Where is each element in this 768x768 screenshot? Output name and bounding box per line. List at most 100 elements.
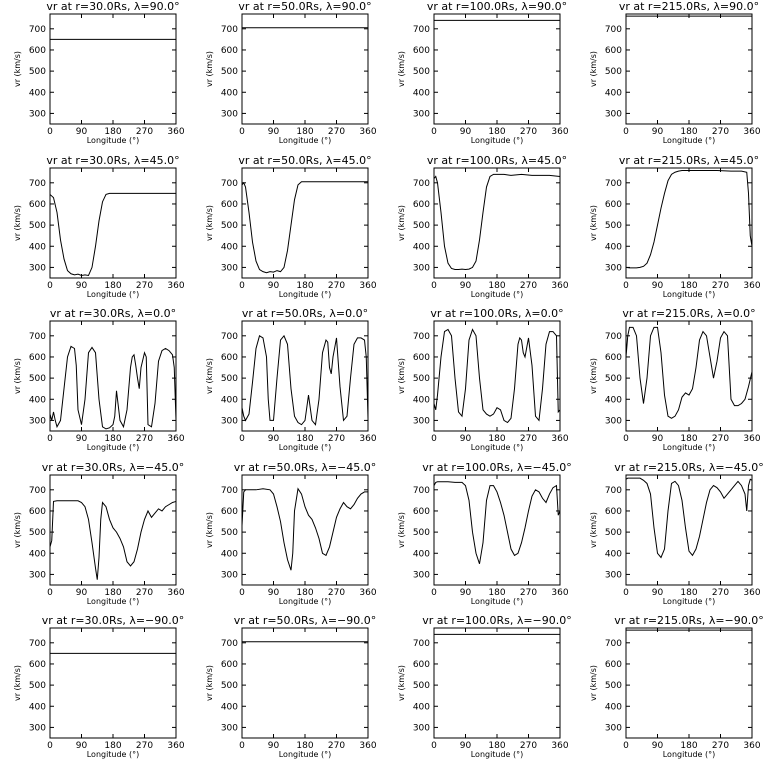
- y-tick-label: 300: [413, 724, 430, 734]
- x-tick-label: 270: [328, 588, 345, 598]
- chart-title: vr at r=100.0Rs, λ=90.0°: [427, 0, 567, 13]
- x-tick-label: 0: [239, 588, 245, 598]
- y-tick-label: 500: [413, 221, 430, 231]
- y-tick-label: 700: [413, 178, 430, 188]
- y-tick-label: 400: [605, 549, 622, 559]
- x-tick-label: 270: [712, 434, 729, 444]
- chart-title: vr at r=50.0Rs, λ=45.0°: [238, 154, 371, 167]
- y-tick-label: 500: [413, 682, 430, 692]
- y-tick-label: 600: [221, 507, 238, 517]
- x-tick-label: 90: [76, 434, 88, 444]
- y-tick-label: 300: [221, 263, 238, 273]
- chart-panel: vr at r=100.0Rs, λ=−45.0° 0 90 180 270 360 300…: [397, 461, 572, 606]
- y-tick-label: 600: [605, 507, 622, 517]
- x-tick-label: 0: [623, 741, 629, 751]
- x-axis-label: Longitude (°): [87, 443, 139, 452]
- y-axis-label: vr (km/s): [589, 358, 598, 394]
- y-tick-label: 500: [605, 528, 622, 538]
- y-tick-label: 600: [605, 46, 622, 56]
- y-tick-label: 300: [605, 417, 622, 427]
- y-tick-label: 400: [413, 242, 430, 252]
- y-tick-label: 300: [605, 570, 622, 580]
- y-tick-label: 500: [221, 67, 238, 77]
- x-tick-label: 360: [359, 741, 376, 751]
- x-tick-label: 0: [623, 434, 629, 444]
- y-axis-label: vr (km/s): [205, 51, 214, 87]
- plot-frame: [241, 474, 369, 586]
- y-tick-label: 600: [413, 46, 430, 56]
- chart-title: vr at r=30.0Rs, λ=−45.0°: [42, 461, 184, 474]
- y-tick-label: 700: [221, 639, 238, 649]
- series-line: [625, 477, 753, 559]
- x-axis-label: Longitude (°): [87, 290, 139, 299]
- y-tick-label: 700: [221, 486, 238, 496]
- x-tick-label: 180: [104, 741, 121, 751]
- x-tick-label: 180: [104, 281, 121, 291]
- series-line: [241, 487, 368, 571]
- y-tick-label: 400: [29, 88, 46, 98]
- chart-title: vr at r=100.0Rs, λ=−90.0°: [422, 614, 571, 627]
- x-tick-label: 180: [488, 588, 505, 598]
- y-axis-label: vr (km/s): [205, 665, 214, 701]
- x-tick-label: 180: [296, 127, 313, 137]
- x-tick-label: 270: [328, 127, 345, 137]
- x-tick-label: 270: [328, 434, 345, 444]
- y-tick-label: 400: [221, 242, 238, 252]
- y-tick-label: 600: [221, 660, 238, 670]
- y-tick-label: 700: [221, 332, 238, 342]
- chart-title: vr at r=215.0Rs, λ=0.0°: [622, 307, 755, 320]
- series-line: [241, 180, 368, 273]
- x-tick-label: 0: [239, 127, 245, 137]
- x-tick-label: 180: [296, 281, 313, 291]
- x-tick-label: 360: [359, 127, 376, 137]
- y-tick-label: 300: [29, 570, 46, 580]
- y-tick-label: 300: [605, 263, 622, 273]
- y-tick-label: 400: [221, 395, 238, 405]
- plot-frame: [433, 320, 561, 432]
- x-tick-label: 270: [136, 434, 153, 444]
- x-tick-label: 360: [551, 127, 568, 137]
- y-axis-label: vr (km/s): [397, 512, 406, 548]
- chart-panel: vr at r=215.0Rs, λ=45.0° 0 90 180 270 360 300 4…: [589, 154, 761, 299]
- y-tick-label: 700: [29, 178, 46, 188]
- x-tick-label: 0: [431, 281, 437, 291]
- plot-frame: [241, 627, 369, 739]
- y-tick-label: 300: [413, 570, 430, 580]
- y-tick-label: 500: [413, 528, 430, 538]
- y-tick-label: 500: [221, 221, 238, 231]
- plot-frame: [433, 627, 561, 739]
- x-tick-label: 360: [551, 741, 568, 751]
- plot-frame: [625, 167, 753, 279]
- chart-panel: vr at r=100.0Rs, λ=90.0° 0 90 180 270 360 300 4…: [397, 0, 569, 145]
- x-tick-label: 180: [680, 434, 697, 444]
- y-tick-label: 700: [413, 332, 430, 342]
- y-tick-label: 500: [29, 682, 46, 692]
- y-axis-label: vr (km/s): [397, 358, 406, 394]
- y-tick-label: 400: [29, 549, 46, 559]
- plot-frame: [49, 320, 177, 432]
- x-tick-label: 360: [359, 434, 376, 444]
- x-tick-label: 0: [47, 434, 53, 444]
- chart-panel: vr at r=100.0Rs, λ=−90.0° 0 90 180 270 360 300…: [397, 614, 572, 759]
- y-axis-label: vr (km/s): [13, 205, 22, 241]
- x-tick-label: 270: [136, 281, 153, 291]
- x-tick-label: 0: [239, 434, 245, 444]
- y-tick-label: 500: [605, 682, 622, 692]
- y-axis-label: vr (km/s): [589, 512, 598, 548]
- chart-title: vr at r=100.0Rs, λ=−45.0°: [422, 461, 571, 474]
- chart-panel: vr at r=30.0Rs, λ=−45.0° 0 90 180 270 360 300 4…: [13, 461, 185, 606]
- x-tick-label: 270: [520, 741, 537, 751]
- x-tick-label: 0: [623, 281, 629, 291]
- y-tick-label: 500: [29, 67, 46, 77]
- y-tick-label: 300: [221, 109, 238, 119]
- plot-frame: [49, 474, 177, 586]
- x-tick-label: 360: [167, 281, 184, 291]
- y-tick-label: 600: [605, 353, 622, 363]
- x-tick-label: 180: [296, 434, 313, 444]
- y-tick-label: 300: [413, 263, 430, 273]
- x-tick-label: 90: [76, 281, 88, 291]
- y-tick-label: 700: [221, 178, 238, 188]
- x-tick-label: 90: [460, 127, 472, 137]
- x-axis-label: Longitude (°): [279, 290, 331, 299]
